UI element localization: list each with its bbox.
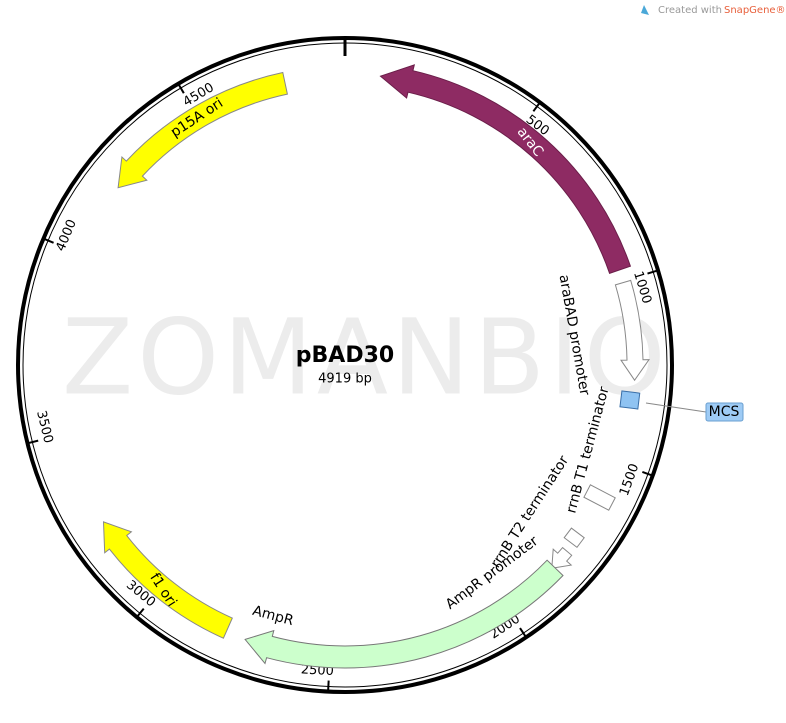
tick-label: 1500 — [617, 462, 642, 498]
mcs-leader — [645, 402, 707, 413]
tick-mark — [327, 680, 330, 691]
feature-label: AmpR — [251, 603, 296, 629]
feature-label: MCS — [709, 404, 740, 420]
feature-arrow — [244, 559, 564, 669]
feature-arrow — [614, 279, 650, 382]
tick-mark — [136, 607, 145, 617]
feature-box — [563, 527, 585, 549]
plasmid-name: pBAD30 — [296, 343, 394, 368]
tick-label: 3500 — [33, 409, 55, 445]
tick-mark — [519, 627, 527, 637]
feature-box — [619, 390, 641, 410]
watermark: ZOMANBIO — [62, 296, 670, 418]
tick-mark — [28, 439, 39, 445]
tick-mark — [177, 84, 185, 94]
credit-brand: SnapGene® — [724, 5, 786, 16]
tick-mark — [647, 269, 658, 275]
credit-prefix: Created with — [658, 5, 722, 16]
feature-box — [583, 484, 616, 511]
logo-icon — [641, 5, 649, 15]
feature-arrow — [551, 546, 573, 569]
tick-mark — [532, 102, 541, 112]
feature-arrow — [102, 521, 233, 639]
tick-label: 4000 — [53, 217, 80, 253]
plasmid-size: 4919 bp — [318, 372, 372, 387]
tick-mark — [642, 470, 653, 477]
feature-arrow — [379, 64, 632, 275]
feature-arrow — [117, 71, 288, 189]
mcs-callout-box — [705, 402, 744, 422]
tick-mark — [43, 238, 54, 244]
